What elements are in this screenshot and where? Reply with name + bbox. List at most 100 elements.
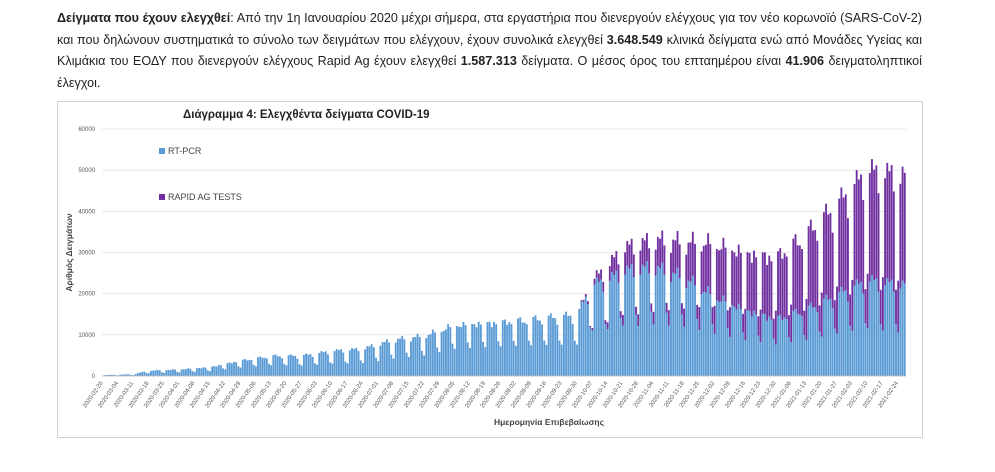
bar-rt-pcr <box>742 332 744 376</box>
bar-rt-pcr <box>482 341 485 376</box>
summary-lead: Δείγματα που έχουν ελεγχθεί <box>57 11 231 25</box>
bar-rapid-ag <box>650 303 653 312</box>
bar-rt-pcr <box>119 374 122 376</box>
bar-rt-pcr <box>237 366 240 376</box>
bar-rt-pcr <box>709 294 712 376</box>
bar-rt-pcr <box>361 363 364 376</box>
bar-rapid-ag <box>698 307 701 331</box>
bar-rt-pcr <box>783 317 786 376</box>
bar-rapid-ag <box>833 300 836 329</box>
bar-rt-pcr <box>189 368 192 376</box>
bar-rapid-ag <box>646 233 648 262</box>
bar-rt-pcr <box>235 362 238 376</box>
bar-rt-pcr <box>104 375 107 376</box>
bar-rapid-ag <box>868 172 871 282</box>
bar-rt-pcr <box>202 367 205 376</box>
bar-rt-pcr <box>635 314 637 376</box>
bar-rt-pcr <box>158 370 161 376</box>
y-tick-label: 10000 <box>78 333 95 339</box>
bar-rt-pcr <box>674 273 677 376</box>
bar-rt-pcr <box>213 366 216 376</box>
bar-rt-pcr <box>394 342 397 376</box>
bar-rt-pcr <box>180 369 183 376</box>
bar-rt-pcr <box>447 324 450 376</box>
bar-rt-pcr <box>589 327 592 376</box>
bar-rt-pcr <box>643 266 646 376</box>
bar-rt-pcr <box>296 358 299 376</box>
bar-rapid-ag <box>685 254 688 289</box>
bar-rt-pcr <box>329 362 332 376</box>
bar-rt-pcr <box>464 325 467 376</box>
bar-rt-pcr <box>549 313 552 376</box>
bar-rt-pcr <box>165 370 168 376</box>
bar-rapid-ag <box>785 256 788 320</box>
bar-rt-pcr <box>613 275 616 376</box>
bar-rapid-ag <box>678 244 681 279</box>
bar-rt-pcr <box>667 325 670 376</box>
bar-rt-pcr <box>276 356 279 376</box>
bar-rapid-ag <box>613 257 616 276</box>
bar-rapid-ag <box>617 264 620 283</box>
weekly-average: 41.906 <box>785 54 825 68</box>
bar-rt-pcr <box>822 298 825 376</box>
bar-rt-pcr <box>375 357 377 376</box>
bar-rt-pcr <box>420 350 423 376</box>
bar-rapid-ag <box>641 237 644 265</box>
bar-rt-pcr <box>307 354 310 376</box>
bar-rt-pcr <box>536 320 539 376</box>
bar-rt-pcr <box>715 300 718 376</box>
bar-rt-pcr <box>130 374 133 376</box>
bar-rapid-ag <box>707 233 710 287</box>
bar-rapid-ag <box>864 289 867 324</box>
bar-rt-pcr <box>388 342 391 376</box>
bar-rapid-ag <box>788 315 790 338</box>
bar-rt-pcr <box>562 314 565 376</box>
bar-rt-pcr <box>198 368 200 376</box>
bar-rapid-ag <box>582 299 585 302</box>
bar-rt-pcr <box>298 364 301 376</box>
bar-rt-pcr <box>355 347 358 376</box>
bar-rt-pcr <box>720 301 723 376</box>
bar-rt-pcr <box>132 375 135 376</box>
bar-rapid-ag <box>731 250 734 306</box>
bar-rt-pcr <box>541 324 543 376</box>
bar-rt-pcr <box>427 335 430 376</box>
bar-rapid-ag <box>661 230 664 263</box>
bar-rapid-ag <box>753 250 755 311</box>
bar-rt-pcr <box>630 264 633 376</box>
bar-rapid-ag <box>844 194 847 291</box>
bar-rt-pcr <box>440 331 443 376</box>
bar-rt-pcr <box>785 319 788 376</box>
bar-rt-pcr <box>571 324 574 376</box>
bar-rt-pcr <box>602 291 605 376</box>
bar-rapid-ag <box>615 251 618 271</box>
summary-text-4: δειγματοληπτικοί έλεγχοι. <box>57 54 922 90</box>
bar-rapid-ag <box>842 197 845 292</box>
bar-rapid-ag <box>735 256 738 310</box>
bar-rapid-ag <box>739 253 742 309</box>
bar-rapid-ag <box>670 252 672 283</box>
bar-rt-pcr <box>403 339 406 376</box>
bar-rapid-ag <box>851 279 854 331</box>
bar-rt-pcr <box>167 370 170 376</box>
bar-rt-pcr <box>204 367 207 376</box>
bar-rt-pcr <box>576 344 578 376</box>
y-tick-label: 30000 <box>78 251 95 257</box>
bar-rt-pcr <box>222 368 225 376</box>
bar-rt-pcr <box>567 315 570 376</box>
bar-rapid-ag <box>838 198 841 293</box>
bar-rt-pcr <box>875 278 878 376</box>
bar-rapid-ag <box>733 252 736 307</box>
bar-rt-pcr <box>340 349 342 376</box>
bar-rapid-ag <box>589 326 592 328</box>
bar-rt-pcr <box>510 324 513 376</box>
bar-rt-pcr <box>670 282 672 376</box>
bar-rt-pcr <box>412 337 415 376</box>
bar-rapid-ag <box>822 212 825 299</box>
bar-rapid-ag <box>746 252 749 311</box>
bar-rapid-ag <box>794 234 797 309</box>
bar-rt-pcr <box>661 262 664 376</box>
bar-rt-pcr <box>849 325 852 376</box>
bar-rt-pcr <box>300 365 303 376</box>
bar-rt-pcr <box>528 340 530 376</box>
